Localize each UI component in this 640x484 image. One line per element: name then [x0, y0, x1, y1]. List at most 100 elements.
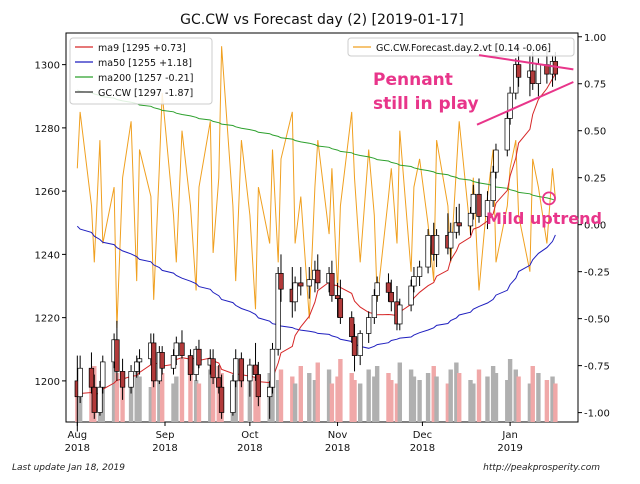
volume-bar	[233, 380, 238, 422]
candle-body	[210, 358, 216, 379]
volume-bar	[417, 380, 422, 422]
x-tick-label-year: 2018	[410, 443, 435, 454]
series-ma200-line	[77, 89, 556, 202]
candle	[100, 355, 106, 394]
volume-bar	[394, 383, 400, 422]
candle-body	[476, 193, 482, 217]
candle	[349, 311, 355, 343]
candle-body	[470, 193, 476, 214]
candle	[233, 349, 239, 388]
candle-body	[366, 317, 372, 334]
candle	[278, 254, 284, 302]
candle	[247, 358, 253, 397]
legend-label: ma9 [1295 +0.73]	[98, 43, 186, 54]
candle	[329, 260, 335, 302]
candle	[416, 260, 423, 287]
volume-bar	[148, 387, 154, 422]
volume-bar	[128, 380, 134, 422]
candle-body	[114, 339, 120, 372]
candle	[216, 365, 222, 394]
candle-body	[515, 64, 522, 78]
annotation-circle	[542, 191, 556, 206]
candle	[173, 336, 179, 366]
legend-left: ma9 [1295 +0.73] ma50 [1255 +1.18] ma200 […	[69, 37, 213, 105]
candle	[151, 333, 157, 388]
volume-bar	[312, 380, 318, 422]
candle-body	[504, 118, 510, 151]
volume-bar	[454, 362, 459, 422]
volume-bar	[505, 380, 510, 422]
volume-bar	[307, 373, 312, 422]
candle-body	[275, 273, 281, 350]
candle	[513, 58, 519, 100]
volume-bar	[516, 376, 521, 422]
legend-label: ma50 [1255 +1.18]	[98, 58, 192, 69]
candle-body	[416, 266, 423, 277]
legend-left-box	[69, 37, 213, 105]
candle-body	[247, 364, 253, 382]
volume-bar	[476, 369, 482, 422]
candle-body	[159, 352, 165, 369]
candle-body	[397, 304, 403, 325]
candle	[448, 222, 454, 261]
candle	[470, 184, 476, 220]
candle	[255, 361, 262, 407]
candle-body	[136, 358, 143, 363]
candle-body	[357, 333, 363, 356]
candle-body	[334, 295, 341, 300]
volume-bar	[315, 362, 320, 422]
volume-bar	[171, 383, 176, 422]
candle-body	[173, 342, 179, 356]
candle-body	[97, 386, 103, 413]
candle-body	[385, 282, 392, 293]
candle	[484, 191, 491, 230]
candle-body	[187, 355, 194, 375]
volume-bar	[374, 366, 380, 422]
candle-body	[128, 371, 134, 388]
y-tick-label: 1280	[35, 124, 60, 135]
y2-tick-label: 1.00	[584, 33, 606, 44]
volume-bar	[196, 383, 202, 422]
x-tick-label: Nov	[328, 430, 348, 441]
volume-bar	[216, 366, 221, 422]
annotation-pennant-text: still in play	[373, 94, 479, 114]
volume-bar	[278, 369, 284, 422]
volume-bar	[372, 376, 377, 422]
candle-body	[252, 364, 259, 375]
candle	[187, 349, 194, 381]
candle	[210, 349, 216, 385]
volume-bar	[550, 376, 555, 422]
legend-label: ma200 [1257 -0.21]	[98, 73, 193, 84]
volume-bar	[193, 380, 199, 422]
candle-body	[408, 285, 414, 306]
candle	[114, 320, 120, 381]
x-tick-label: Sep	[156, 430, 175, 441]
candle-body	[77, 367, 83, 398]
y-tick-label: 1260	[35, 187, 60, 198]
volume-bar	[111, 362, 117, 422]
legend-right: GC.CW.Forecast.day.2.vt [0.14 -0.06]	[347, 37, 575, 57]
candle	[179, 330, 185, 359]
pennant-lower-line	[476, 81, 574, 126]
candle	[453, 206, 460, 239]
candle-body	[411, 276, 417, 287]
candle-body	[230, 380, 236, 413]
candle	[408, 279, 414, 312]
candle-body	[490, 171, 496, 201]
candle-body	[269, 348, 276, 388]
x-tick-label: Oct	[241, 430, 258, 441]
volume-bar	[445, 383, 451, 422]
candle	[530, 51, 536, 90]
y2-tick-label: -0.25	[584, 268, 610, 279]
candle-body	[119, 371, 126, 388]
volume-bar	[507, 359, 513, 422]
candle-body	[467, 212, 474, 227]
volume-bar	[352, 380, 357, 422]
candle-body	[349, 317, 355, 337]
candle-body	[134, 361, 140, 372]
candle	[397, 298, 403, 331]
candle-body	[371, 295, 377, 318]
candle-body	[151, 342, 157, 382]
candle	[425, 229, 431, 274]
candle-body	[298, 282, 304, 287]
